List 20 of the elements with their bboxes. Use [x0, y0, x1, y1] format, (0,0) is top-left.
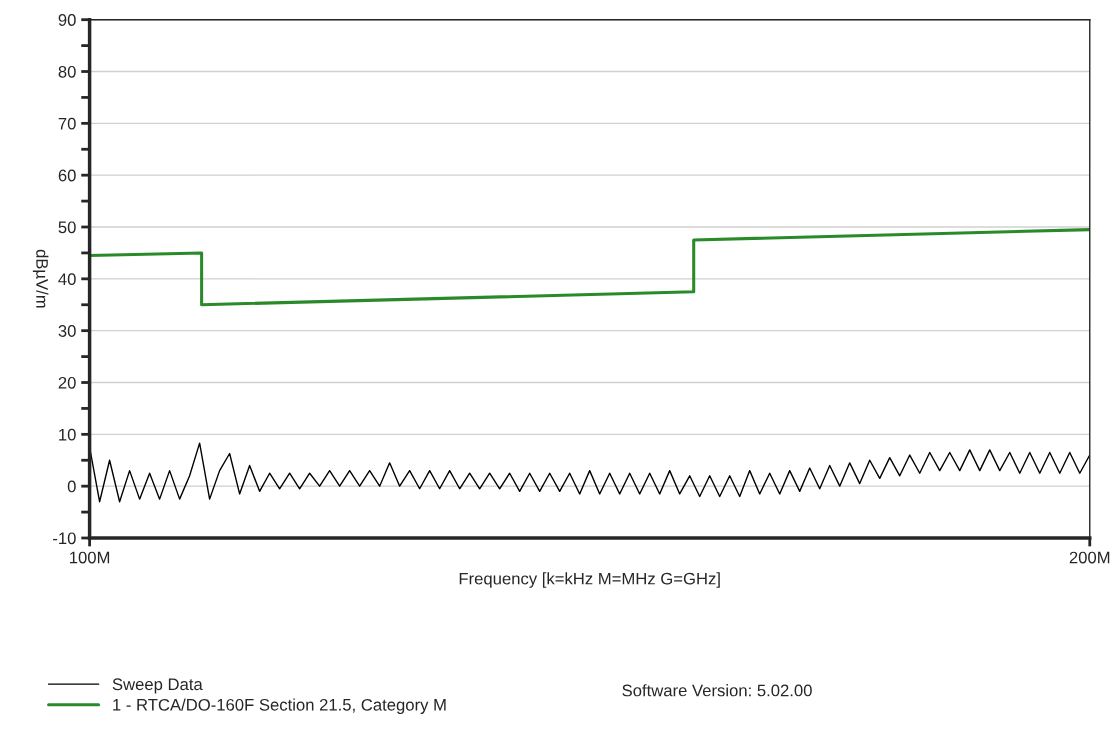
y-tick-label: 80: [58, 65, 76, 78]
y-tick-label: 90: [58, 14, 76, 26]
y-tick-label: 60: [58, 169, 76, 182]
y-tick-label: 20: [58, 376, 76, 389]
legend-label: Sweep Data: [112, 678, 203, 694]
x-axis-title: Frequency [k=kHz M=MHz G=GHz]: [459, 572, 720, 588]
y-tick-label: 40: [58, 273, 76, 286]
y-tick-label: 50: [58, 221, 76, 234]
legend-label: 1 - RTCA/DO-160F Section 21.5, Category M: [113, 698, 446, 714]
y-axis-title: dBµV/m: [32, 249, 49, 308]
line-series: [89, 228, 1090, 307]
y-tick-label: 70: [58, 117, 76, 130]
line-series: [89, 442, 1090, 503]
y-tick-label: 30: [58, 325, 76, 337]
x-tick-label: 200M: [1069, 551, 1110, 564]
text: Software Version: 5.02.00: [622, 684, 812, 697]
y-tick-label: 0: [67, 480, 76, 493]
y-tick-label: 10: [59, 428, 76, 441]
y-tick-label: -10: [53, 532, 76, 545]
x-tick-label: 100M: [70, 551, 110, 564]
